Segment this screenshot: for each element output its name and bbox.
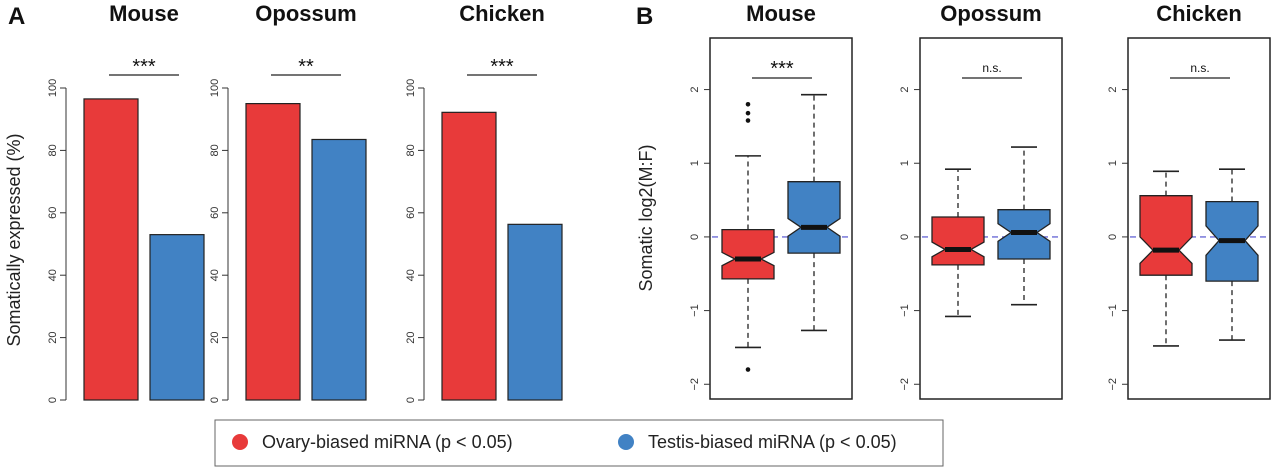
subplot-title: Opossum (255, 1, 356, 26)
plot-frame (919, 37, 1063, 400)
panel-label-a: A (8, 3, 25, 30)
y-tick-label: 40 (47, 269, 59, 281)
notched-box (931, 216, 985, 266)
significance-label: ** (298, 56, 314, 78)
panel-a-y-axis-label: Somatically expressed (%) (4, 133, 24, 346)
outlier-point (745, 118, 751, 123)
bar-testis-biased (149, 234, 205, 401)
bar-ovary-biased (245, 102, 301, 401)
box-testis-biased (997, 146, 1051, 306)
notched-box (721, 228, 775, 280)
notched-box (1139, 195, 1193, 276)
notched-box (787, 181, 841, 254)
y-tick-label: 1 (899, 160, 911, 166)
box-testis-biased (787, 93, 841, 332)
y-tick-label: −2 (899, 378, 911, 391)
y-tick-label: 40 (209, 269, 221, 281)
subplot-title: Opossum (940, 1, 1041, 26)
legend-ovary-label: Ovary-biased miRNA (p < 0.05) (262, 432, 513, 452)
legend: Ovary-biased miRNA (p < 0.05) Testis-bia… (214, 419, 944, 467)
y-tick-label: 80 (209, 144, 221, 156)
y-tick-label: 20 (209, 331, 221, 343)
panel-label-b: B (636, 3, 653, 30)
y-tick-label: −1 (899, 304, 911, 317)
legend-frame (214, 419, 944, 467)
plot-frame (709, 37, 853, 400)
bar-chart-chicken: Chicken 0 20 40 60 80 100 *** (405, 1, 563, 403)
legend-testis-marker (618, 434, 634, 450)
panel-a-bar-charts: Mouse 0 20 40 60 80 100 *** Opossum 0 20 40 60 80 100 *… (47, 1, 563, 403)
box-ovary-biased (721, 102, 775, 372)
legend-testis-label: Testis-biased miRNA (p < 0.05) (648, 432, 897, 452)
y-tick-label: 2 (899, 87, 911, 93)
significance-label: *** (132, 56, 156, 78)
y-tick-label: 2 (1107, 87, 1119, 93)
y-tick-label: 100 (405, 79, 417, 97)
outlier-point (745, 367, 751, 372)
y-tick-label: 0 (209, 397, 221, 403)
panel-b-y-axis-label: Somatic log2(M:F) (636, 144, 656, 291)
bar-testis-biased (507, 223, 563, 401)
y-tick-label: 100 (47, 79, 59, 97)
subplot-title: Mouse (746, 1, 816, 26)
y-tick-label: 20 (405, 331, 417, 343)
box-ovary-biased (931, 168, 985, 318)
bar-chart-opossum: Opossum 0 20 40 60 80 100 ** (209, 1, 367, 403)
y-tick-label: −1 (689, 304, 701, 317)
y-tick-label: 0 (689, 234, 701, 240)
box-plot-mouse: Mouse −2 −1 0 1 2 *** (689, 1, 853, 400)
bar-ovary-biased (441, 111, 497, 401)
y-tick-label: 0 (899, 234, 911, 240)
y-tick-label: 100 (209, 79, 221, 97)
bar-ovary-biased (83, 98, 139, 401)
box-plot-chicken: Chicken −2 −1 0 1 2 n.s. (1107, 1, 1271, 400)
outlier-point (745, 110, 751, 116)
y-tick-label: 80 (405, 144, 417, 156)
bar-chart-mouse: Mouse 0 20 40 60 80 100 *** (47, 1, 205, 403)
y-tick-label: 60 (405, 207, 417, 219)
significance-label: *** (490, 56, 514, 78)
bar-testis-biased (311, 138, 367, 401)
y-tick-label: 1 (1107, 160, 1119, 166)
y-tick-label: −1 (1107, 304, 1119, 317)
legend-ovary-marker (232, 434, 248, 450)
outlier-point (745, 102, 751, 107)
y-tick-label: −2 (689, 378, 701, 391)
y-tick-label: 80 (47, 144, 59, 156)
subplot-title: Chicken (1156, 1, 1242, 26)
y-tick-label: 0 (405, 397, 417, 403)
significance-label: n.s. (982, 61, 1001, 75)
y-tick-label: 40 (405, 269, 417, 281)
y-tick-label: 60 (47, 207, 59, 219)
y-tick-label: −2 (1107, 378, 1119, 391)
y-tick-label: 1 (689, 160, 701, 166)
y-tick-label: 2 (689, 87, 701, 93)
significance-label: *** (770, 58, 794, 80)
y-tick-label: 0 (47, 397, 59, 403)
box-testis-biased (1205, 168, 1259, 341)
subplot-title: Mouse (109, 1, 179, 26)
box-ovary-biased (1139, 170, 1193, 347)
panel-b-box-plots: Mouse−2−1012***Opossum−2−1012n.s.Chicken… (689, 1, 1271, 400)
box-plot-opossum: Opossum −2 −1 0 1 2 n.s. (899, 1, 1063, 400)
y-tick-label: 20 (47, 331, 59, 343)
y-tick-label: 60 (209, 207, 221, 219)
y-tick-label: 0 (1107, 234, 1119, 240)
subplot-title: Chicken (459, 1, 545, 26)
plot-frame (1127, 37, 1271, 400)
significance-label: n.s. (1190, 61, 1209, 75)
